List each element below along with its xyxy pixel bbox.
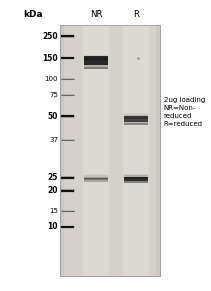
Text: kDa: kDa xyxy=(23,10,43,19)
Bar xyxy=(84,65,108,69)
Text: 25: 25 xyxy=(48,173,58,182)
Bar xyxy=(84,175,108,179)
Bar xyxy=(61,94,75,95)
Text: 50: 50 xyxy=(48,112,58,121)
Bar xyxy=(124,177,148,181)
Bar xyxy=(61,115,75,118)
Bar xyxy=(84,55,108,60)
Bar xyxy=(124,117,148,119)
Text: 10: 10 xyxy=(47,223,58,231)
Bar xyxy=(61,35,75,38)
Bar xyxy=(124,174,148,179)
Bar xyxy=(61,78,75,79)
Text: 20: 20 xyxy=(47,186,58,195)
Text: NR: NR xyxy=(90,10,102,19)
Bar xyxy=(64,25,156,276)
Bar xyxy=(84,174,108,179)
Bar xyxy=(84,57,108,60)
Bar xyxy=(84,56,108,65)
Bar xyxy=(124,180,148,183)
Bar xyxy=(124,177,148,179)
Bar xyxy=(123,25,149,276)
Text: 37: 37 xyxy=(49,137,58,143)
Bar xyxy=(124,181,148,183)
Bar xyxy=(61,210,75,212)
Bar xyxy=(61,189,75,192)
Bar xyxy=(84,58,108,60)
Bar xyxy=(124,175,148,179)
Bar xyxy=(124,178,148,183)
Text: 2ug loading
NR=Non-
reduced
R=reduced: 2ug loading NR=Non- reduced R=reduced xyxy=(164,97,205,127)
Text: 250: 250 xyxy=(42,32,58,41)
Bar xyxy=(124,115,148,119)
Text: 75: 75 xyxy=(49,92,58,97)
Bar xyxy=(124,116,148,122)
Bar xyxy=(84,178,108,180)
Bar xyxy=(124,122,148,125)
Bar xyxy=(60,25,160,276)
Bar xyxy=(61,57,75,59)
Text: 15: 15 xyxy=(49,208,58,214)
Bar xyxy=(60,25,160,276)
Bar xyxy=(61,176,75,179)
Bar xyxy=(84,180,108,182)
Bar xyxy=(84,177,108,182)
Bar xyxy=(83,25,109,276)
Bar xyxy=(84,67,108,69)
Bar xyxy=(61,139,75,140)
Text: 150: 150 xyxy=(42,54,58,63)
Bar xyxy=(61,226,75,228)
Bar xyxy=(84,178,108,182)
Text: R: R xyxy=(133,10,139,19)
Bar xyxy=(124,123,148,125)
Bar xyxy=(84,177,108,179)
Bar xyxy=(124,120,148,125)
Bar xyxy=(124,113,148,119)
Bar xyxy=(84,64,108,69)
Text: 100: 100 xyxy=(45,76,58,81)
